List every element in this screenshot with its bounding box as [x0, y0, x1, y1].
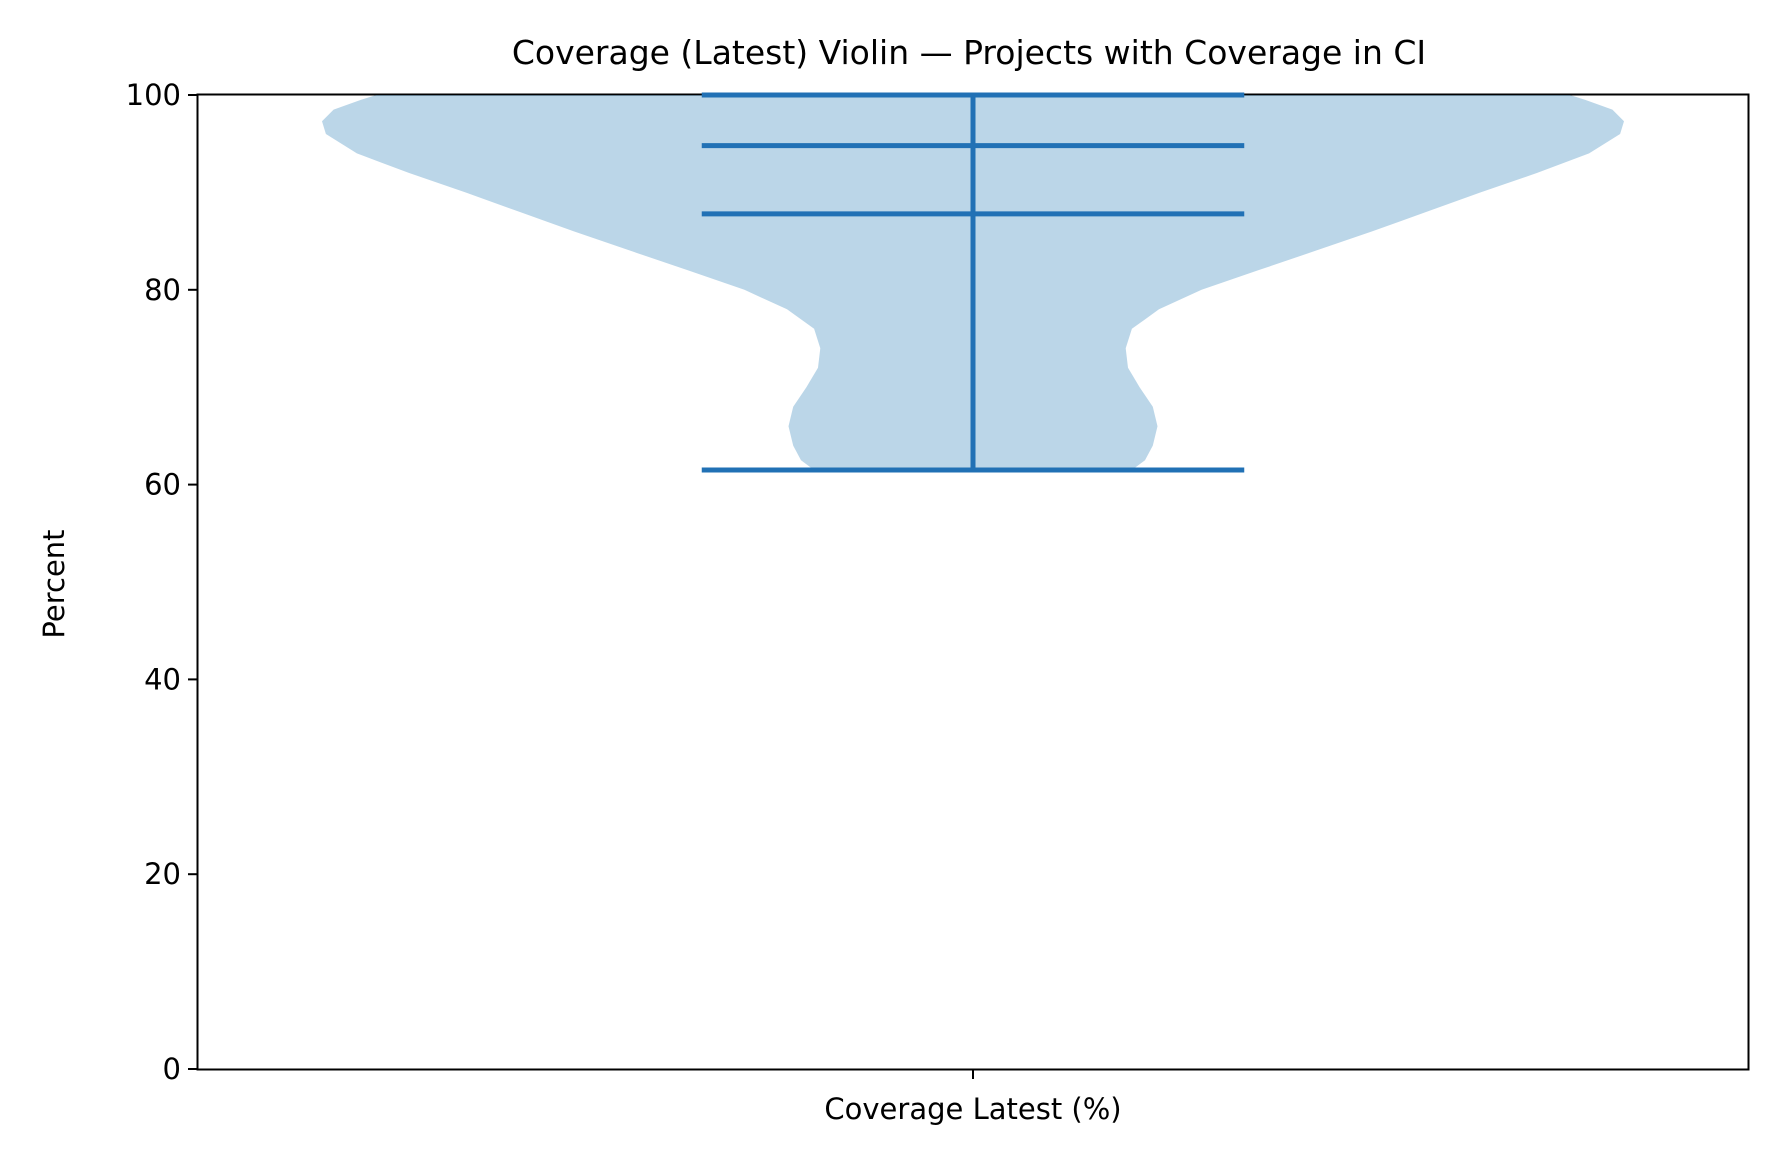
- y-axis-label: Percent: [37, 529, 71, 638]
- y-tick-label: 100: [126, 78, 181, 112]
- y-tick-label: 40: [144, 662, 181, 696]
- y-tick-label: 80: [144, 273, 181, 307]
- chart-title: Coverage (Latest) Violin — Projects with…: [512, 33, 1426, 72]
- violin-layer: [322, 92, 1624, 473]
- y-tick-label: 20: [144, 857, 181, 891]
- y-tick-label: 60: [144, 468, 181, 502]
- y-axis: 0 20 40 60 80 100: [126, 78, 198, 1086]
- y-tick-label: 0: [163, 1052, 181, 1086]
- x-axis: Coverage Latest (%): [824, 1069, 1122, 1126]
- x-tick-label: Coverage Latest (%): [824, 1092, 1121, 1126]
